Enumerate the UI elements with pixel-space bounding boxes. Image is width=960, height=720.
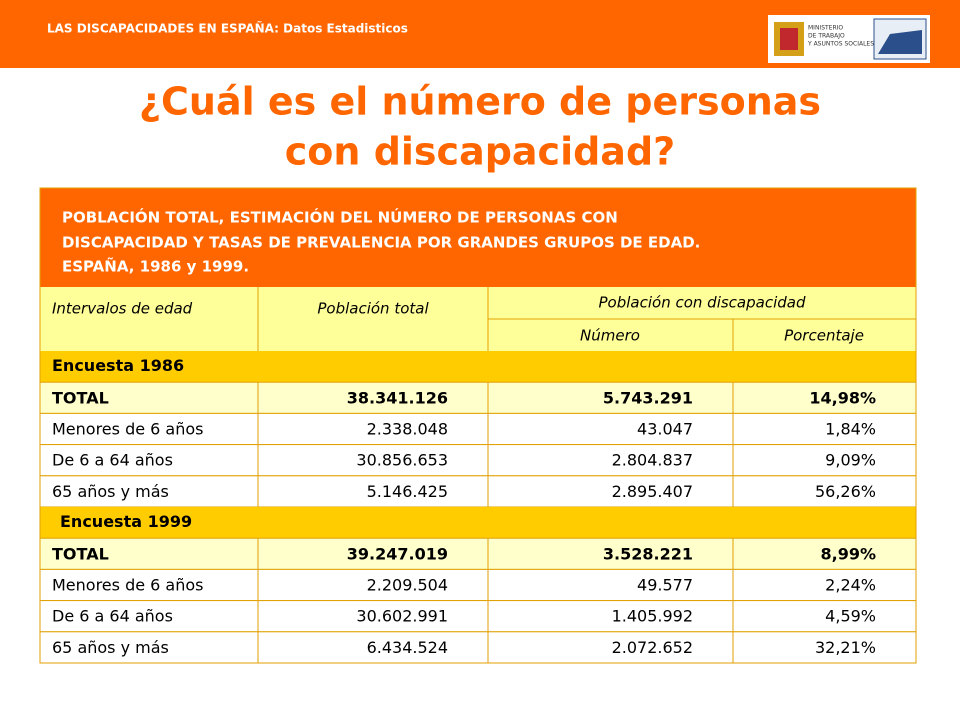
table-caption: ESPAÑA, 1986 y 1999. [62, 257, 249, 276]
cell-value: 38.341.126 [347, 388, 448, 407]
table-row-bg [39, 444, 917, 477]
column-header: Población con discapacidad [599, 294, 806, 312]
cell-value: 43.047 [637, 420, 693, 439]
cell-value: 8,99% [820, 544, 876, 563]
slide-title: ¿Cuál es el número de personas [139, 80, 821, 124]
logo-text: DE TRABAJO [808, 33, 845, 40]
table-caption-bg [40, 188, 916, 287]
row-label: 65 años y más [52, 482, 169, 501]
row-label: 65 años y más [52, 638, 169, 657]
section-row-bg [40, 507, 916, 539]
cell-value: 6.434.524 [367, 638, 448, 657]
cell-value: 3.528.221 [603, 544, 693, 563]
section-row-bg [40, 351, 916, 383]
cell-value: 30.856.653 [356, 451, 448, 470]
table-row-bg [39, 381, 917, 414]
row-label: TOTAL [52, 388, 109, 407]
cell-value: 5.146.425 [367, 482, 448, 501]
table-row-bg [39, 475, 917, 508]
cell-value: 4,59% [825, 607, 876, 626]
cell-value: 2.895.407 [612, 482, 693, 501]
table-row-bg [39, 568, 917, 602]
cell-value: 2,24% [825, 576, 876, 595]
cell-value: 32,21% [815, 638, 876, 657]
cell-value: 30.602.991 [356, 607, 448, 626]
cell-value: 56,26% [815, 482, 876, 501]
row-label: De 6 a 64 años [52, 607, 173, 626]
section-title: Encuesta 1999 [60, 512, 192, 531]
row-label: TOTAL [52, 544, 109, 563]
cell-value: 2.338.048 [367, 420, 448, 439]
cell-value: 1,84% [825, 420, 876, 439]
column-header: Intervalos de edad [52, 300, 193, 318]
cell-value: 1.405.992 [612, 607, 693, 626]
cell-value: 49.577 [637, 576, 693, 595]
column-header: Población total [317, 300, 429, 318]
table-row-bg [39, 412, 917, 446]
cell-value: 14,98% [809, 388, 876, 407]
coat-of-arms-shield [780, 28, 798, 50]
column-subheader: Porcentaje [784, 327, 864, 345]
cell-value: 39.247.019 [347, 544, 448, 563]
cell-value: 5.743.291 [603, 388, 693, 407]
cell-value: 2.209.504 [367, 576, 448, 595]
header-title: LAS DISCAPACIDADES EN ESPAÑA: Datos Esta… [47, 21, 408, 36]
table-border [39, 187, 917, 664]
table-caption: POBLACIÓN TOTAL, ESTIMACIÓN DEL NÚMERO D… [62, 208, 618, 227]
section-title: Encuesta 1986 [52, 356, 184, 375]
row-label: De 6 a 64 años [52, 451, 173, 470]
cell-value: 9,09% [825, 451, 876, 470]
logo-text: Y ASUNTOS SOCIALES [807, 41, 874, 48]
row-label: Menores de 6 años [52, 420, 204, 439]
cell-value: 2.804.837 [612, 451, 693, 470]
table-caption: DISCAPACIDAD Y TASAS DE PREVALENCIA POR … [62, 234, 700, 252]
slide-title: con discapacidad? [285, 130, 675, 174]
row-label: Menores de 6 años [52, 576, 204, 595]
logo-text: MINISTERIO [808, 25, 843, 32]
table-row-bg [39, 631, 917, 664]
table-body: Encuesta 1986 TOTAL 38.341.126 5.743.291 14,… [39, 351, 917, 664]
table-row-bg [39, 600, 917, 633]
institute-logo-building [878, 30, 922, 54]
table-row-bg [39, 537, 917, 570]
column-subheader: Número [580, 327, 640, 345]
cell-value: 2.072.652 [612, 638, 693, 657]
